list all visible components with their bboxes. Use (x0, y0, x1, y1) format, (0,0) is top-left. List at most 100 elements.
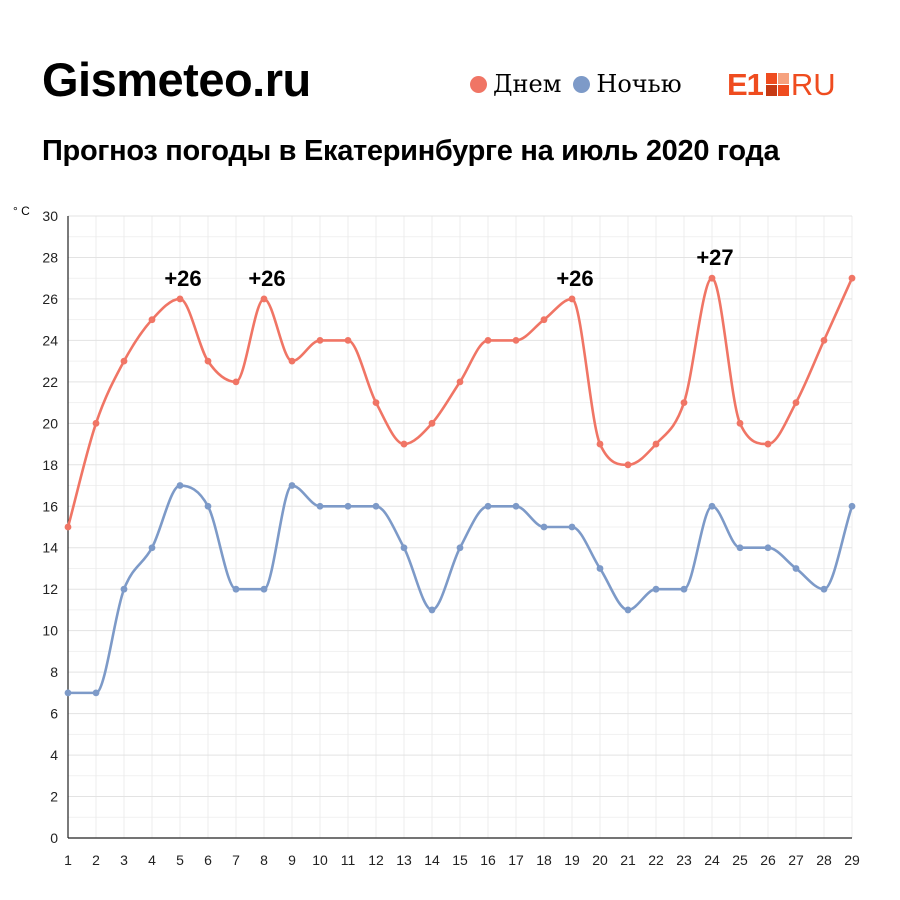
y-tick-label: 8 (50, 664, 58, 680)
data-point-night (540, 523, 548, 531)
x-tick-label: 24 (704, 852, 720, 868)
data-point-day (540, 316, 548, 324)
data-point-day (316, 337, 324, 344)
data-point-day (736, 419, 744, 427)
y-tick-label: 24 (42, 332, 58, 348)
y-tick-label: 4 (50, 747, 58, 763)
x-tick-label: 20 (592, 852, 608, 868)
data-point-night (204, 502, 212, 510)
data-point-night (652, 585, 660, 593)
data-point-night (680, 585, 688, 593)
x-tick-label: 9 (288, 852, 296, 868)
legend-night-marker (573, 75, 591, 93)
x-tick-label: 22 (648, 852, 664, 868)
y-tick-label: 20 (42, 415, 58, 431)
data-point-day (680, 399, 688, 406)
data-point-day (456, 378, 464, 386)
data-point-night (792, 565, 800, 572)
data-point-night (512, 502, 520, 510)
data-point-day (652, 440, 660, 448)
data-point-day (484, 337, 492, 344)
data-point-night (820, 585, 828, 593)
x-tick-label: 11 (341, 852, 356, 868)
y-tick-label: 28 (42, 249, 58, 265)
data-point-day (428, 419, 436, 427)
x-tick-label: 1 (64, 852, 72, 868)
data-point-day (344, 337, 352, 344)
x-tick-label: 19 (564, 852, 580, 868)
x-tick-label: 26 (760, 852, 776, 868)
legend-item-night: Ночью (573, 70, 682, 98)
data-point-night (736, 544, 744, 552)
y-tick-label: 30 (42, 208, 58, 224)
data-point-night (596, 565, 604, 572)
data-point-day (764, 440, 772, 448)
y-tick-label: 18 (42, 457, 58, 473)
data-point-day (64, 523, 72, 531)
peak-annotation: +27 (696, 245, 733, 270)
data-point-night (148, 544, 156, 552)
data-point-day (512, 337, 520, 344)
x-tick-label: 17 (508, 852, 524, 868)
peak-annotation: +26 (556, 266, 593, 291)
y-tick-label: 22 (42, 374, 58, 390)
x-tick-label: 3 (120, 852, 128, 868)
data-point-day (288, 357, 296, 365)
y-axis-unit-label: ° C (13, 204, 30, 218)
y-tick-label: 16 (42, 498, 58, 514)
chart-legend: Днем Ночью (470, 72, 694, 96)
x-tick-label: 8 (260, 852, 268, 868)
data-point-day (596, 440, 604, 448)
legend-item-day: Днем (470, 72, 561, 96)
data-point-day (148, 316, 156, 324)
legend-night-label: Ночью (596, 70, 682, 98)
data-point-night (120, 585, 128, 593)
data-point-night (316, 502, 324, 510)
data-point-day (232, 378, 240, 386)
data-point-day (372, 399, 380, 406)
x-tick-label: 23 (676, 852, 692, 868)
data-point-day (624, 461, 632, 469)
data-point-night (456, 544, 464, 552)
data-point-night (764, 544, 772, 552)
data-point-night (708, 502, 716, 510)
data-point-night (344, 502, 352, 510)
data-point-day (792, 399, 800, 406)
data-point-night (400, 544, 408, 552)
data-point-day (176, 295, 184, 303)
x-tick-label: 10 (312, 852, 328, 868)
data-point-day (260, 295, 268, 303)
data-point-day (708, 274, 716, 282)
data-point-day (204, 357, 212, 365)
data-point-night (428, 606, 436, 614)
y-tick-label: 12 (42, 581, 58, 597)
legend-day-marker (470, 75, 487, 93)
y-tick-label: 0 (50, 830, 58, 846)
series-line-night (68, 484, 854, 695)
y-tick-label: 14 (42, 540, 58, 556)
series-line-day (66, 276, 854, 528)
x-tick-label: 25 (732, 852, 748, 868)
x-tick-label: 18 (536, 852, 552, 868)
y-tick-label: 6 (50, 706, 58, 722)
data-point-night (260, 585, 268, 593)
data-point-night (92, 689, 100, 697)
data-point-night (624, 606, 632, 614)
site-brand: Gismeteo.ru (42, 53, 311, 106)
x-tick-label: 21 (620, 852, 636, 868)
data-point-night (484, 502, 492, 510)
data-point-day (820, 337, 828, 344)
x-tick-label: 14 (424, 852, 440, 868)
x-tick-label: 2 (92, 852, 100, 868)
data-point-day (568, 295, 576, 303)
x-tick-label: 28 (816, 852, 832, 868)
data-point-night (232, 585, 240, 593)
e1-logo: E1 RU (727, 66, 836, 102)
x-tick-label: 13 (396, 852, 412, 868)
data-point-night (372, 502, 380, 510)
peak-annotation: +26 (248, 266, 285, 291)
x-tick-label: 6 (204, 852, 212, 868)
logo-e1-text: E1 (727, 66, 764, 102)
data-point-night (848, 502, 856, 510)
